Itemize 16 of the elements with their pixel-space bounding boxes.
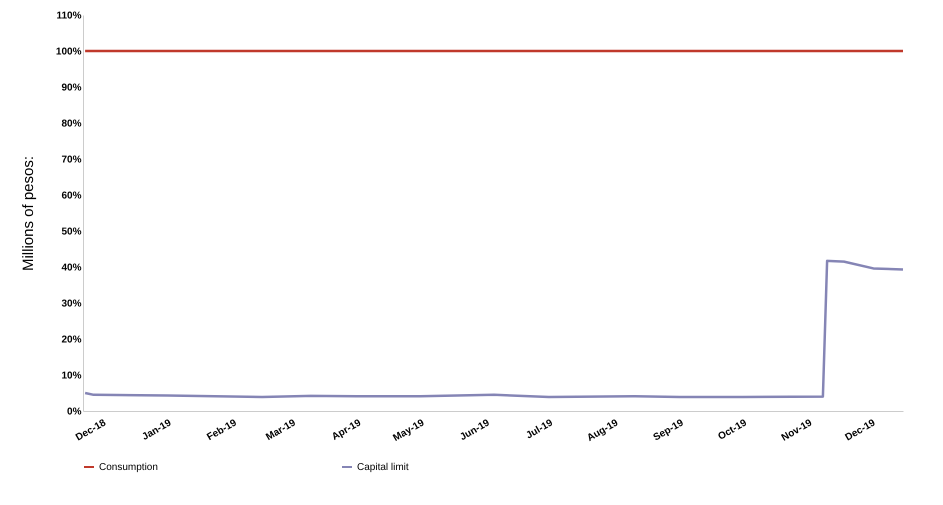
- y-tick-label: 30%: [61, 298, 82, 310]
- legend-label: Capital limit: [357, 462, 409, 473]
- y-tick-label: 20%: [61, 334, 82, 346]
- y-tick-label: 40%: [61, 262, 82, 274]
- line-series: [84, 260, 904, 398]
- y-tick-label: 80%: [61, 118, 82, 130]
- y-tick-label: 100%: [56, 46, 82, 58]
- y-tick-label: 70%: [61, 154, 82, 166]
- y-tick-label: 110%: [56, 10, 82, 22]
- y-tick-label: 50%: [61, 226, 82, 238]
- y-tick-label: 10%: [61, 370, 82, 382]
- y-tick-label: 0%: [67, 406, 82, 418]
- y-tick-label: 90%: [61, 82, 82, 94]
- y-tick-label: 60%: [61, 190, 82, 202]
- legend-label: Consumption: [99, 462, 158, 473]
- y-axis-title: Millions of pesos:: [20, 156, 37, 272]
